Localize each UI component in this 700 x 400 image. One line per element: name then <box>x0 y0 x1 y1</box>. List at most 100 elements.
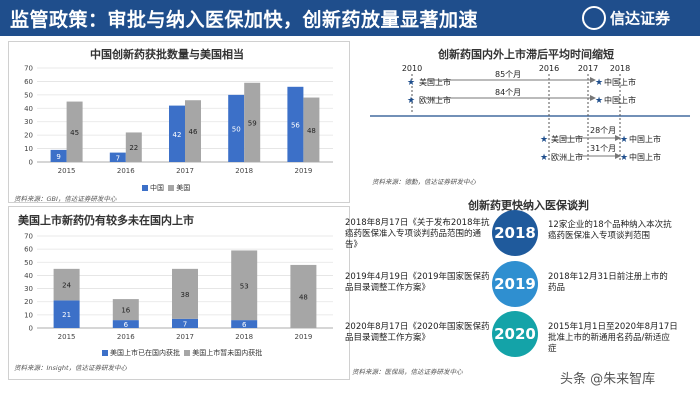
chart1-source: 资料来源：GBI，信达证券研发中心 <box>14 195 117 203</box>
star-icon: ★ <box>407 96 415 106</box>
insurance-source: 资料来源：医保局，信达证券研发中心 <box>352 368 463 376</box>
data-label: 42 <box>173 131 182 139</box>
timeline-diagram: ★ ★ ★ ★ ★ ★ ★ ★ ★ 2010 2016 2017 2018 美国… <box>370 64 690 163</box>
gap-label: 85个月 <box>495 70 521 79</box>
year-circle-2019: 2019 <box>492 261 538 307</box>
timeline-source: 资料来源：德勤，信达证券研发中心 <box>372 178 476 186</box>
data-label: 56 <box>291 121 300 129</box>
data-label: 7 <box>116 154 120 162</box>
y-tick-label: 10 <box>24 311 33 319</box>
data-label: 38 <box>181 291 190 299</box>
star-icon: ★ <box>620 135 628 145</box>
bar-approved <box>53 300 80 328</box>
data-label: 50 <box>232 125 241 133</box>
year-label: 2018 <box>610 64 630 73</box>
y-tick-label: 50 <box>24 91 33 99</box>
legend-label-approved: 美国上市已在国内获批 <box>110 349 180 357</box>
y-tick-label: 40 <box>24 105 33 113</box>
x-tick-label: 2016 <box>117 333 135 341</box>
page-title: 监管政策：审批与纳入医保加快，创新药放量显著加速 <box>10 9 479 31</box>
data-label: 59 <box>248 119 257 127</box>
bar-approved <box>112 320 139 328</box>
event-left-2019: 2019年4月19日《2019年国家医保药品目录调整工作方案》 <box>345 272 490 293</box>
bar-not-approved <box>172 268 198 319</box>
arrowhead-icon <box>615 153 621 159</box>
insurance-title: 创新药更快纳入医保谈判 <box>468 199 589 212</box>
star-icon: ★ <box>540 153 548 163</box>
logo-icon <box>582 6 606 30</box>
event-right-2018: 12家企业的18个品种纳入本次抗癌药医保准入专项谈判范围 <box>548 220 672 241</box>
data-label: 7 <box>183 320 187 328</box>
row-right-label: 中国上市 <box>629 152 661 162</box>
data-label: 21 <box>62 311 71 319</box>
y-tick-label: 30 <box>24 118 33 126</box>
legend-swatch-approved <box>102 350 108 356</box>
x-tick-label: 2016 <box>117 167 135 175</box>
y-tick-label: 70 <box>24 65 33 73</box>
arrowhead-icon <box>615 135 621 141</box>
bar-us <box>244 82 261 162</box>
bar-approved <box>231 320 258 328</box>
year-label: 2010 <box>402 64 422 73</box>
legend-label-not-approved: 美国上市暂未国内获批 <box>192 349 263 357</box>
bar-china <box>50 149 67 162</box>
legend-swatch-not-approved <box>184 350 191 356</box>
y-tick-label: 70 <box>24 233 33 241</box>
x-tick-label: 2018 <box>235 333 253 341</box>
star-icon: ★ <box>540 135 548 145</box>
y-tick-label: 0 <box>29 159 33 167</box>
data-label: 48 <box>307 127 316 135</box>
x-tick-label: 2015 <box>58 167 76 175</box>
chart2-title: 美国上市新药仍有较多未在国内上市 <box>18 214 194 227</box>
y-tick-label: 40 <box>24 272 33 280</box>
bar-china <box>228 94 245 162</box>
chart2-source: 资料来源：Insight，信达证券研发中心 <box>14 364 128 372</box>
watermark: 头条 @朱来智库 <box>560 372 656 387</box>
x-tick-label: 2018 <box>235 167 253 175</box>
x-tick-label: 2017 <box>176 333 194 341</box>
timeline-title: 创新药国内外上市滞后平均时间缩短 <box>438 48 614 61</box>
chart2-plot: 0 10 20 30 40 50 60 70 21 24 2015 6 16 2016 7 38 2017 6 53… <box>24 233 333 341</box>
data-label: 46 <box>189 128 198 136</box>
star-icon: ★ <box>595 96 603 106</box>
star-icon: ★ <box>595 78 603 88</box>
legend-label-china: 中国 <box>150 184 164 192</box>
y-tick-label: 20 <box>24 298 33 306</box>
event-left-2020: 2020年8月17日《2020年国家医保药品目录调整工作方案》 <box>345 322 490 343</box>
star-icon: ★ <box>407 78 415 88</box>
row-left-label: 美国上市 <box>551 134 583 144</box>
star-icon: ★ <box>620 153 628 163</box>
data-label: 9 <box>56 153 60 161</box>
bar-not-approved <box>290 264 317 328</box>
bar-china <box>169 105 185 162</box>
x-tick-label: 2017 <box>176 167 194 175</box>
row-right-label: 中国上市 <box>629 134 661 144</box>
brand-logo: 信达证券 <box>582 6 670 31</box>
year-circle-2020: 2020 <box>492 311 538 357</box>
data-label: 48 <box>299 293 308 301</box>
y-tick-label: 60 <box>24 246 33 254</box>
bar-us <box>66 101 83 162</box>
row-right-label: 中国上市 <box>604 77 636 87</box>
data-label: 53 <box>240 282 249 290</box>
data-label: 45 <box>70 129 79 137</box>
y-tick-label: 50 <box>24 259 33 267</box>
y-tick-label: 20 <box>24 132 33 140</box>
bar-china <box>287 86 304 162</box>
gap-label: 31个月 <box>590 144 616 153</box>
data-label: 24 <box>62 282 71 290</box>
bar-not-approved <box>112 299 139 321</box>
data-label: 22 <box>129 144 138 152</box>
bar-us <box>185 100 201 162</box>
legend-swatch-china <box>142 185 148 191</box>
row-left-label: 欧洲上市 <box>419 95 451 105</box>
chart1-legend: 中国 美国 <box>140 183 190 193</box>
row-left-label: 美国上市 <box>419 77 451 87</box>
x-tick-label: 2019 <box>294 167 312 175</box>
x-tick-label: 2019 <box>294 333 312 341</box>
y-tick-label: 10 <box>24 145 33 153</box>
legend-swatch-us <box>168 185 175 191</box>
chart1-title: 中国创新药获批数量与美国相当 <box>90 48 244 61</box>
bar-china <box>109 152 126 162</box>
bar-approved <box>172 318 198 328</box>
